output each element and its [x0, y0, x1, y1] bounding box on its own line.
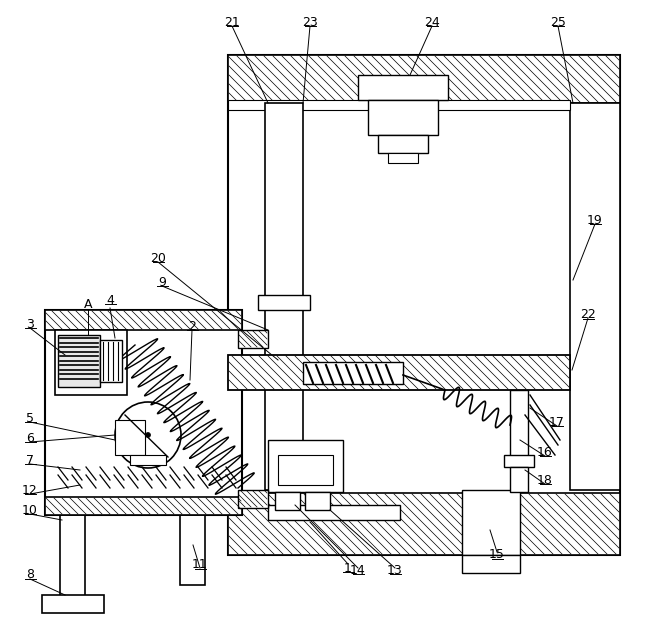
Text: 22: 22	[580, 308, 596, 321]
Bar	[42, 595, 104, 613]
Text: 23: 23	[302, 16, 318, 29]
Text: 12: 12	[22, 484, 38, 497]
Text: 3: 3	[26, 318, 34, 331]
Bar	[268, 505, 400, 520]
Text: 13: 13	[387, 563, 403, 577]
Text: 4: 4	[106, 293, 114, 306]
Text: 9: 9	[158, 276, 166, 288]
Bar	[358, 75, 448, 100]
Text: 5: 5	[26, 411, 34, 424]
Bar	[55, 330, 127, 395]
Bar	[303, 362, 403, 384]
Text: 14: 14	[350, 563, 366, 577]
Bar	[45, 310, 242, 330]
Bar	[258, 295, 310, 310]
Text: 2: 2	[188, 319, 196, 333]
Bar	[58, 335, 100, 387]
Bar	[228, 55, 620, 555]
Bar	[510, 390, 528, 460]
Circle shape	[146, 432, 150, 437]
Text: 7: 7	[26, 454, 34, 467]
Text: 20: 20	[150, 251, 166, 265]
Text: 15: 15	[489, 548, 505, 562]
Text: 17: 17	[549, 416, 565, 429]
Bar	[278, 455, 333, 485]
Bar	[100, 340, 122, 382]
Text: 10: 10	[22, 504, 38, 517]
Bar	[510, 467, 528, 492]
Bar	[60, 515, 85, 603]
Text: 11: 11	[192, 558, 208, 572]
Bar	[275, 492, 300, 510]
Bar	[228, 100, 570, 110]
Text: 1: 1	[344, 562, 352, 575]
Bar	[115, 420, 145, 455]
Bar	[228, 55, 620, 103]
Text: 16: 16	[537, 446, 553, 459]
Bar	[462, 490, 520, 555]
Text: A: A	[84, 298, 92, 311]
Bar	[228, 355, 570, 390]
Bar	[504, 455, 534, 467]
Text: 19: 19	[587, 213, 603, 227]
Text: 21: 21	[224, 16, 240, 29]
Bar	[228, 493, 620, 555]
Bar	[265, 103, 303, 490]
Bar	[368, 100, 438, 135]
Text: 24: 24	[424, 16, 440, 29]
Bar	[268, 440, 343, 492]
Bar	[180, 515, 205, 585]
Text: 18: 18	[537, 474, 553, 487]
Bar	[388, 153, 418, 163]
Circle shape	[115, 402, 181, 468]
Bar	[378, 135, 428, 153]
Text: 25: 25	[550, 16, 566, 29]
Bar	[45, 310, 242, 515]
Bar	[130, 455, 166, 465]
Bar	[462, 555, 520, 573]
Bar	[305, 492, 330, 510]
Bar	[570, 103, 620, 490]
Text: 6: 6	[26, 432, 34, 444]
Bar	[238, 330, 268, 348]
Bar	[45, 497, 242, 515]
Bar	[238, 490, 268, 508]
Text: 8: 8	[26, 568, 34, 582]
